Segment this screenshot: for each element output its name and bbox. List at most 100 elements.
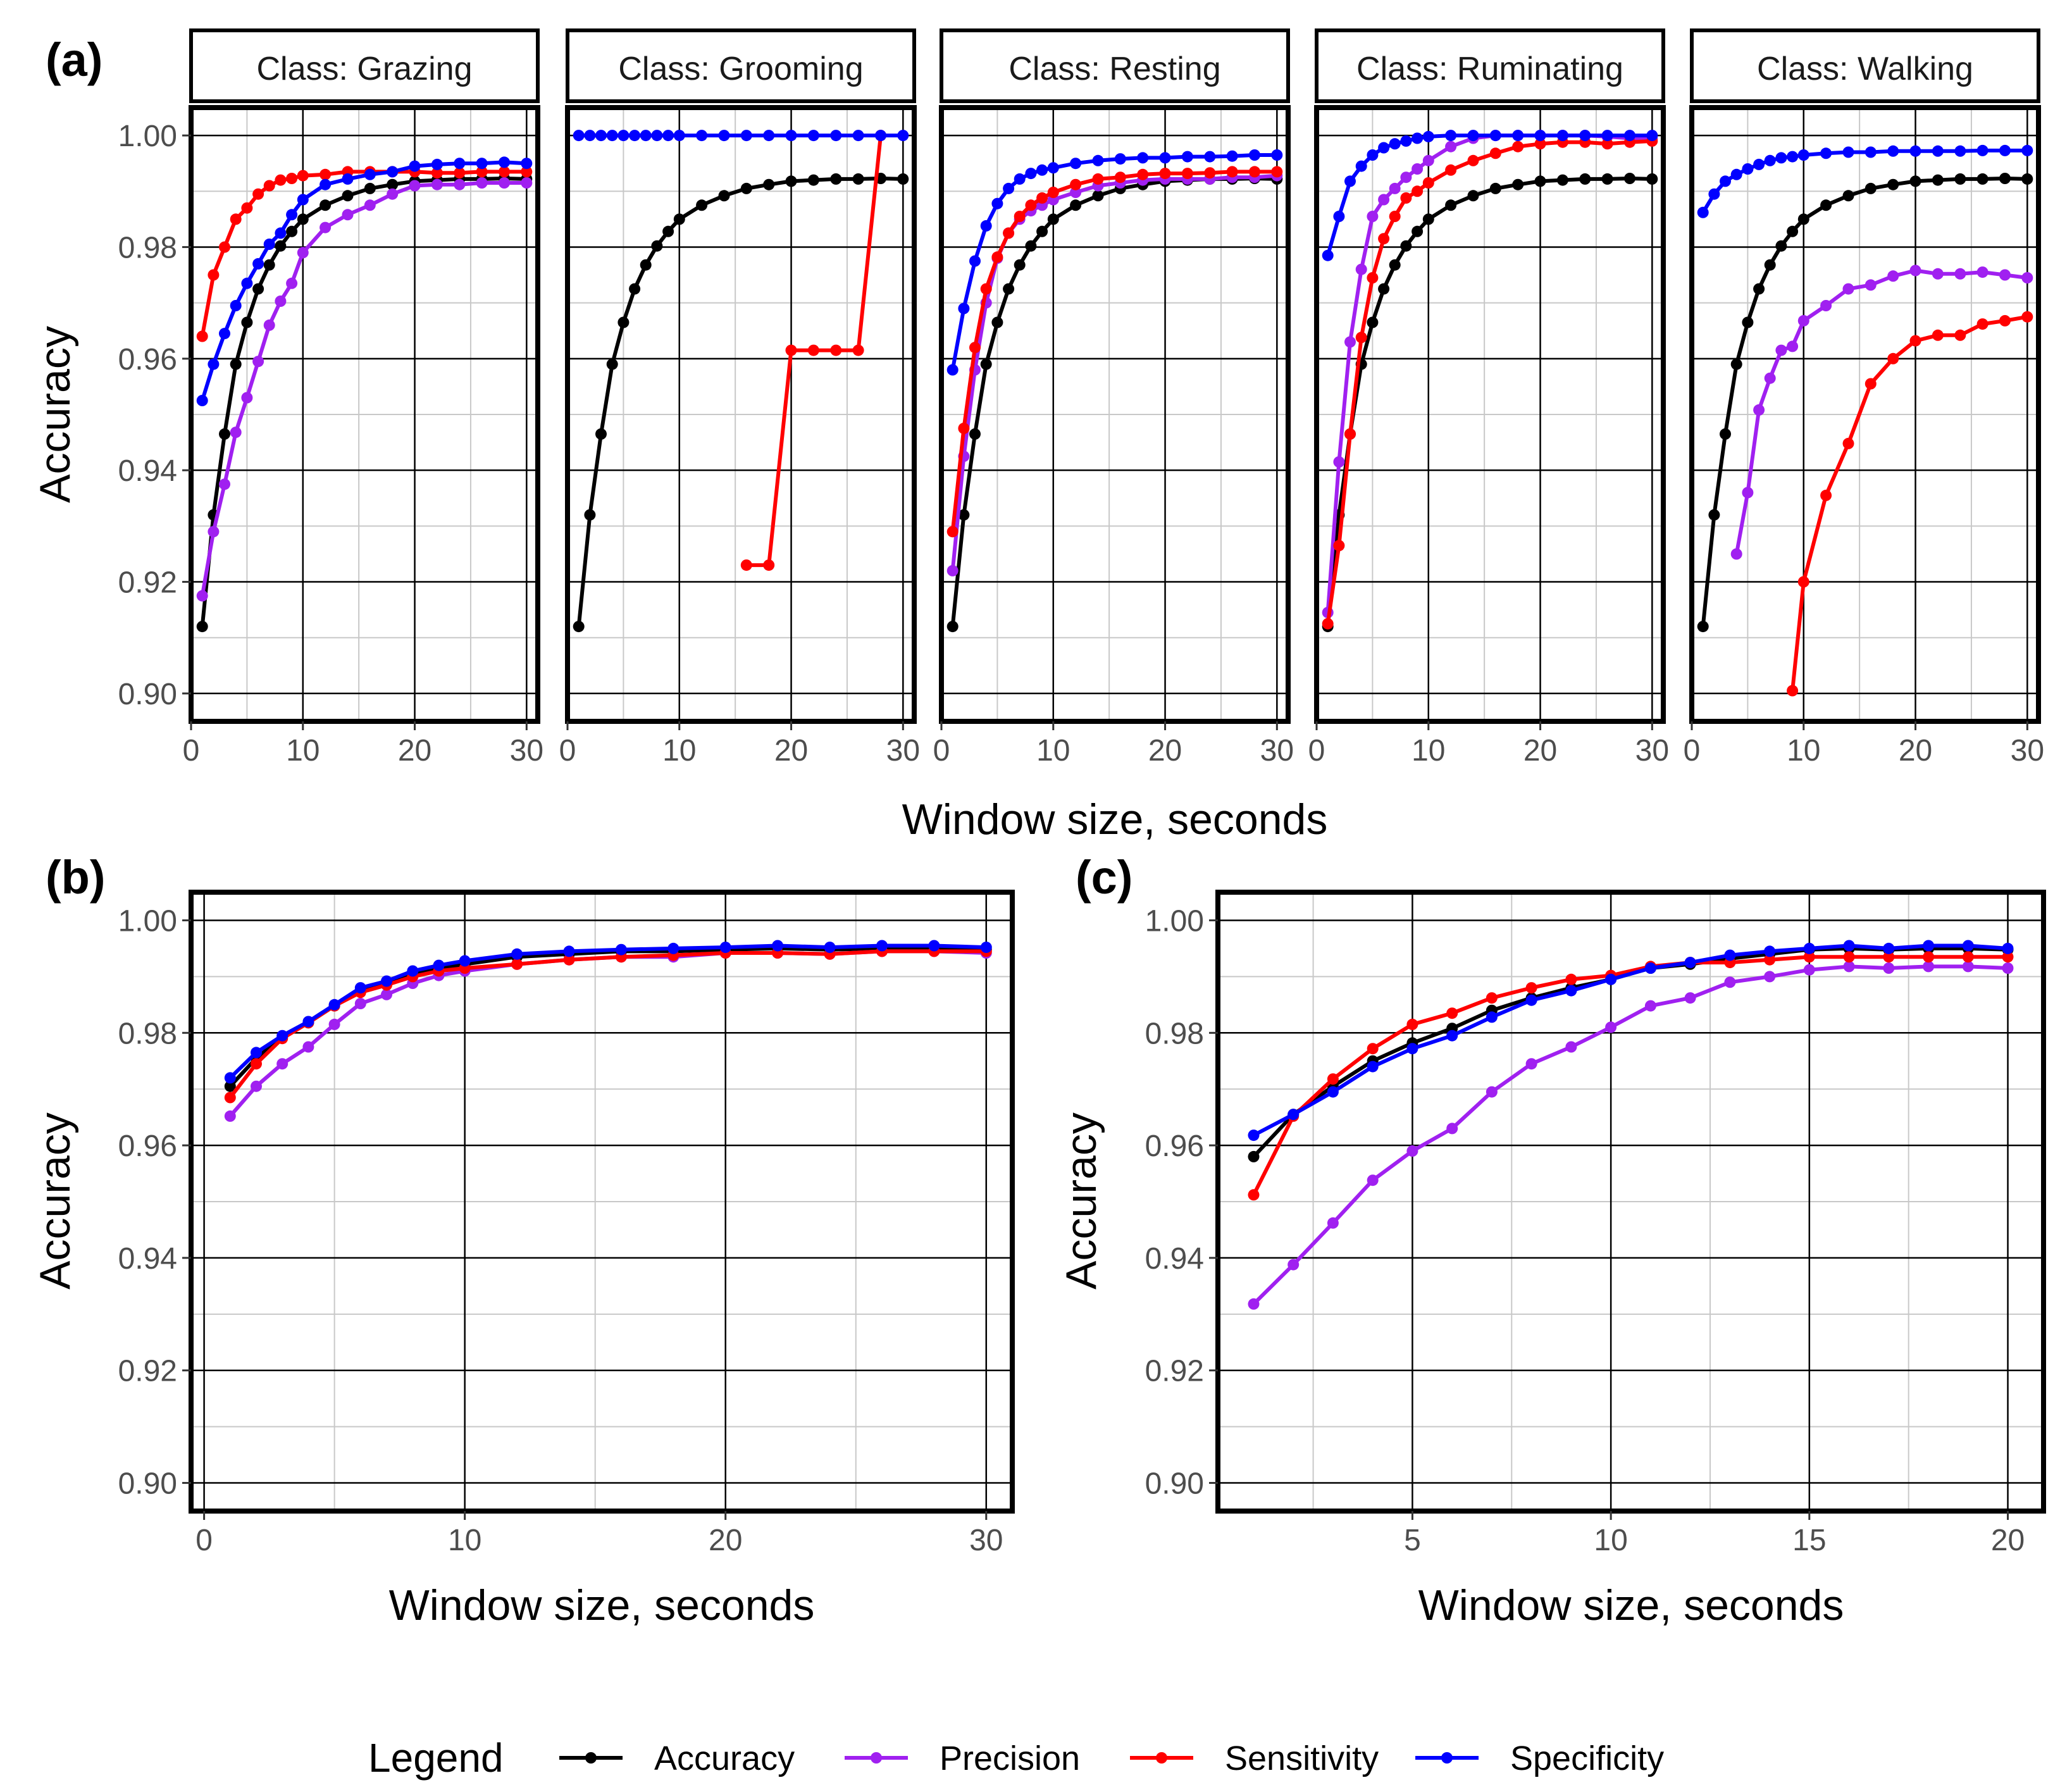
data-point-sensitivity — [1962, 951, 1974, 963]
data-point-sensitivity — [2021, 311, 2033, 323]
data-point-sensitivity — [252, 188, 264, 200]
data-point-precision — [251, 1080, 262, 1092]
data-point-specificity — [1999, 144, 2011, 156]
data-point-precision — [342, 209, 354, 221]
data-point-sensitivity — [1467, 154, 1479, 166]
data-point-precision — [297, 247, 309, 259]
data-point-accuracy — [1720, 428, 1731, 440]
data-point-accuracy — [1646, 173, 1658, 185]
data-point-sensitivity — [297, 170, 309, 182]
data-point-specificity — [251, 1047, 262, 1059]
x-tick-label: 30 — [510, 734, 543, 768]
data-point-accuracy — [387, 178, 399, 190]
data-point-specificity — [354, 982, 366, 994]
data-point-specificity — [286, 209, 298, 221]
data-point-sensitivity — [1525, 982, 1537, 994]
facet-class-grazing: Class: Grazing 0.90 0.92 0.94 0.96 0.98 1.00 0 1… — [118, 28, 543, 768]
data-point-specificity — [407, 965, 419, 977]
data-point-precision — [286, 277, 298, 289]
series-line-precision — [1252, 964, 2008, 1305]
data-point-sensitivity — [1534, 138, 1546, 150]
data-point-specificity — [718, 130, 730, 142]
data-point-sensitivity — [1842, 437, 1854, 449]
data-point-precision — [224, 1110, 236, 1122]
data-point-accuracy — [991, 316, 1003, 328]
data-point-accuracy — [1976, 173, 1989, 185]
y-tick-label: 0.92 — [118, 1355, 177, 1388]
panel-tag-c: (c) — [1076, 851, 1132, 904]
legend-title: Legend — [368, 1735, 504, 1781]
data-point-specificity — [459, 955, 471, 967]
data-point-precision — [409, 180, 421, 192]
data-point-precision — [499, 177, 510, 189]
data-point-specificity — [1489, 130, 1501, 142]
x-tick-label: 10 — [1594, 1524, 1627, 1557]
data-point-specificity — [662, 130, 674, 142]
data-point-accuracy — [1378, 283, 1390, 295]
data-point-specificity — [928, 940, 940, 952]
data-point-specificity — [1843, 940, 1855, 952]
data-point-specificity — [1367, 1061, 1379, 1073]
data-point-sensitivity — [1159, 168, 1171, 180]
data-point-accuracy — [1787, 225, 1799, 237]
data-point-accuracy — [640, 259, 652, 271]
data-point-precision — [1842, 283, 1854, 295]
data-point-sensitivity — [563, 954, 575, 966]
data-point-specificity — [719, 942, 731, 954]
data-point-sensitivity — [1344, 428, 1356, 440]
data-point-precision — [1389, 182, 1401, 194]
data-point-specificity — [1820, 147, 1832, 159]
y-axis-title: Accuracy — [31, 1112, 79, 1290]
panel-border — [565, 105, 917, 724]
data-point-specificity — [1803, 942, 1815, 954]
data-point-accuracy — [1764, 259, 1776, 271]
data-point-sensitivity — [969, 342, 981, 354]
data-point-specificity — [1036, 164, 1048, 176]
panel-border — [1689, 105, 2041, 724]
data-point-specificity — [1226, 150, 1238, 162]
data-point-precision — [2021, 272, 2033, 283]
data-point-accuracy — [286, 225, 298, 237]
data-point-precision — [1865, 279, 1877, 291]
y-tick-label: 0.96 — [1145, 1129, 1204, 1163]
x-tick-label: 30 — [2011, 734, 2044, 768]
data-point-specificity — [629, 130, 641, 142]
data-point-accuracy — [263, 259, 275, 271]
data-point-sensitivity — [521, 166, 533, 178]
data-point-accuracy — [1489, 182, 1501, 194]
data-point-sensitivity — [241, 202, 253, 214]
y-tick-label: 0.90 — [118, 1467, 177, 1501]
data-point-precision — [252, 356, 264, 368]
panel-tag-b: (b) — [46, 851, 106, 904]
data-point-specificity — [763, 130, 775, 142]
data-point-specificity — [387, 166, 399, 178]
data-point-precision — [476, 177, 488, 189]
data-point-specificity — [1932, 145, 1944, 157]
data-point-precision — [1730, 548, 1742, 560]
data-point-sensitivity — [1887, 352, 1899, 364]
data-point-specificity — [1114, 153, 1126, 165]
data-point-sensitivity — [1014, 211, 1026, 222]
data-point-accuracy — [1797, 213, 1809, 225]
data-point-specificity — [673, 130, 685, 142]
data-point-specificity — [969, 255, 981, 267]
data-point-precision — [1367, 211, 1379, 222]
data-point-accuracy — [606, 358, 618, 370]
data-point-specificity — [1962, 940, 1974, 952]
data-point-sensitivity — [224, 1092, 236, 1104]
data-point-sensitivity — [1797, 576, 1809, 588]
data-point-sensitivity — [1787, 685, 1799, 697]
x-tick-label: 30 — [886, 734, 920, 768]
facet-class-walking: Class: Walking 0 10 20 30 — [1684, 28, 2044, 768]
x-tick-label: 10 — [448, 1524, 481, 1557]
data-point-accuracy — [320, 199, 332, 211]
data-point-sensitivity — [1883, 951, 1895, 963]
data-point-precision — [302, 1041, 314, 1053]
data-point-specificity — [381, 975, 392, 987]
series-line-sensitivity — [1251, 955, 2008, 1196]
data-point-precision — [328, 1018, 340, 1030]
data-point-accuracy — [1422, 213, 1434, 225]
data-point-accuracy — [785, 175, 797, 187]
data-point-sensitivity — [1412, 185, 1424, 197]
